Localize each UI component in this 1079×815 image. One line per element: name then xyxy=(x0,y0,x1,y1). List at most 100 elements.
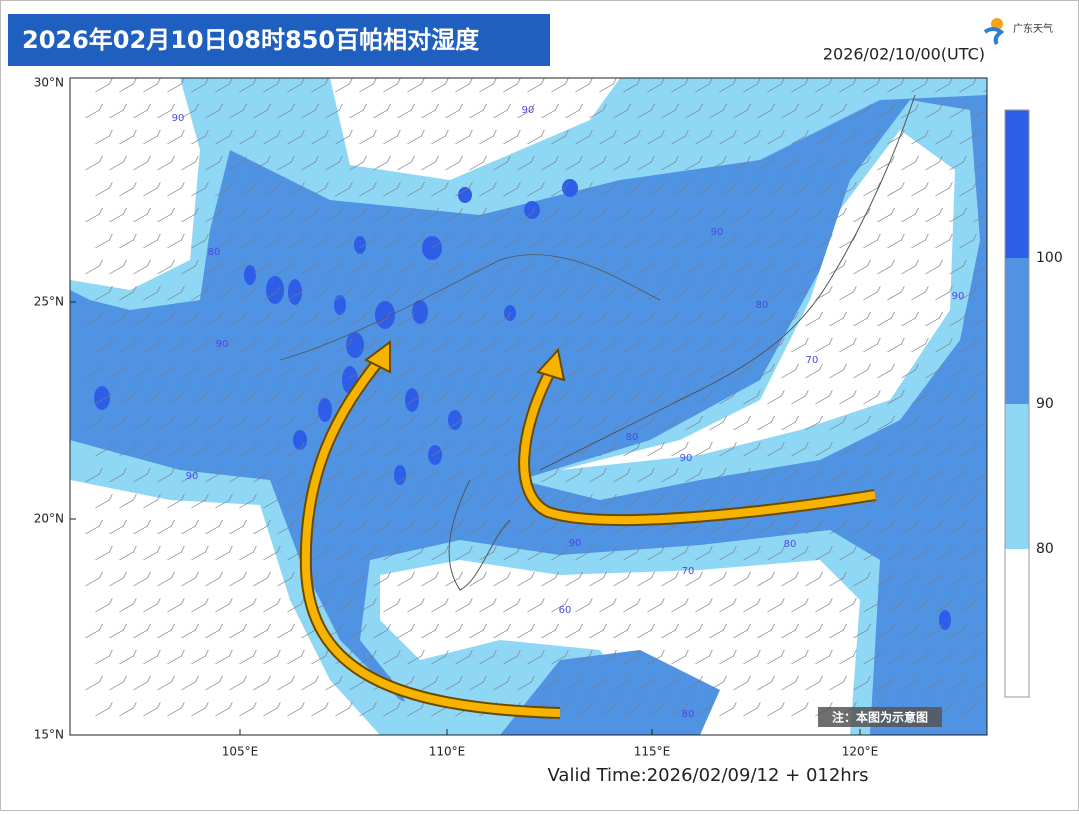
wind-barb xyxy=(133,363,151,379)
wind-barb xyxy=(695,545,713,561)
contour-label: 90 xyxy=(172,113,185,124)
wind-barb xyxy=(949,207,967,223)
wind-barb xyxy=(359,545,377,561)
wind-barb xyxy=(431,597,449,613)
wind-barb xyxy=(167,493,185,509)
wind-barb xyxy=(229,519,247,535)
wind-barb xyxy=(263,233,281,249)
wind-barb xyxy=(733,363,751,379)
wind-barb xyxy=(767,78,785,93)
wind-barb xyxy=(541,311,559,327)
wind-barb xyxy=(359,129,377,145)
wind-barb xyxy=(911,441,929,457)
wind-barb xyxy=(205,259,223,275)
wind-barb xyxy=(853,519,871,535)
wind-barb xyxy=(805,519,823,535)
wind-barb xyxy=(805,311,823,327)
wind-barb xyxy=(359,233,377,249)
wind-barb xyxy=(143,649,161,665)
wind-barb xyxy=(671,441,689,457)
wind-barb xyxy=(613,467,631,483)
wind-barb xyxy=(911,389,929,405)
wind-barb xyxy=(119,597,137,613)
wind-barb xyxy=(901,519,919,535)
wind-barb xyxy=(191,493,209,509)
wind-barb xyxy=(839,129,857,145)
wind-barb xyxy=(575,285,593,301)
wind-barb xyxy=(359,441,377,457)
wind-barb xyxy=(887,129,905,145)
wind-barb xyxy=(445,259,463,275)
wind-barb xyxy=(157,415,175,431)
wind-barb xyxy=(671,129,689,145)
wind-barb xyxy=(253,207,271,223)
wind-barb xyxy=(311,285,329,301)
wind-barb xyxy=(95,649,113,665)
wind-barb xyxy=(661,675,679,691)
wind-barb xyxy=(493,623,511,639)
wind-barb xyxy=(935,597,953,613)
wind-barb xyxy=(637,103,655,119)
wind-barb xyxy=(743,233,761,249)
wind-barb xyxy=(479,78,497,93)
wind-barb xyxy=(335,78,353,93)
wind-barb xyxy=(661,363,679,379)
wind-barb xyxy=(421,467,439,483)
wind-barb xyxy=(767,285,785,301)
wind-barb xyxy=(887,493,905,509)
contour-label: 80 xyxy=(682,709,695,720)
wind-barb xyxy=(925,155,943,171)
wind-barb xyxy=(743,441,761,457)
wind-barb xyxy=(119,181,137,197)
wind-barb xyxy=(647,441,665,457)
wind-barb xyxy=(791,701,809,717)
wind-barb xyxy=(959,129,977,145)
wind-barb xyxy=(119,389,137,405)
wind-barb xyxy=(95,181,113,197)
wind-barb xyxy=(757,675,775,691)
wind-barb xyxy=(277,311,295,327)
wind-barb xyxy=(191,285,209,301)
wind-barb xyxy=(565,571,583,587)
wind-barb xyxy=(119,493,137,509)
wind-barb xyxy=(157,675,175,691)
wind-barb xyxy=(215,78,233,93)
wind-barb xyxy=(637,623,655,639)
wind-barb xyxy=(325,311,343,327)
wind-barb xyxy=(109,155,127,171)
wind-barb xyxy=(263,78,281,93)
wind-barb xyxy=(493,519,511,535)
wind-barb xyxy=(191,233,209,249)
wind-barb xyxy=(229,675,247,691)
colorbar-label: 80 xyxy=(1036,541,1054,557)
wind-barb xyxy=(455,545,473,561)
wind-barb xyxy=(325,155,343,171)
wind-barb xyxy=(791,181,809,197)
wind-barb xyxy=(541,207,559,223)
wind-barb xyxy=(671,78,689,93)
wind-barb xyxy=(503,129,521,145)
wind-barb xyxy=(733,467,751,483)
wind-barb xyxy=(239,78,257,93)
axes: 30°N 25°N 20°N 15°N 105°E 110°E 115°E 12… xyxy=(34,76,879,759)
wind-barb xyxy=(311,701,329,717)
wind-barb xyxy=(853,623,871,639)
wind-barb xyxy=(661,467,679,483)
wind-barb xyxy=(959,597,977,613)
wind-barb xyxy=(85,415,103,431)
wind-barb xyxy=(119,78,137,93)
wind-barb xyxy=(695,78,713,93)
wind-barb xyxy=(311,389,329,405)
wind-barb xyxy=(815,285,833,301)
wind-barb xyxy=(853,259,871,275)
wind-barb xyxy=(407,337,425,353)
wind-barb xyxy=(575,233,593,249)
wind-barb xyxy=(325,571,343,587)
wind-barb xyxy=(157,311,175,327)
wind-barb xyxy=(383,597,401,613)
wind-barb xyxy=(349,103,367,119)
wind-barb xyxy=(695,285,713,301)
wind-barb xyxy=(805,467,823,483)
wind-barb xyxy=(383,129,401,145)
wind-barb xyxy=(815,181,833,197)
